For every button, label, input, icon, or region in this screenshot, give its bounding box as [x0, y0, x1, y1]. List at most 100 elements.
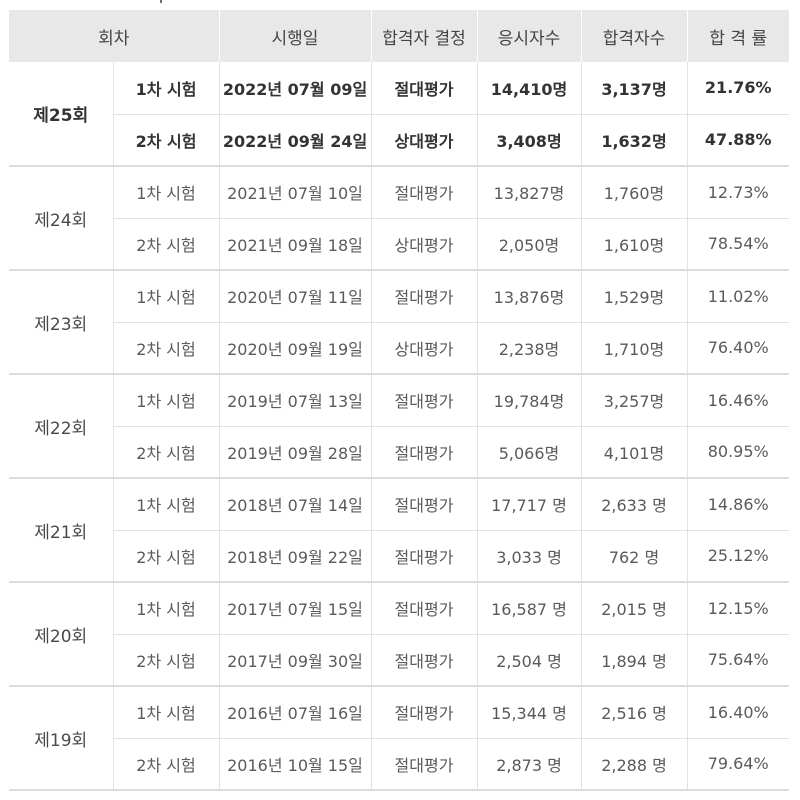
table-row: 2차 시험 2022년 09월 24일 상대평가 3,408명 1,632명 47.88%: [9, 114, 789, 167]
decision-cell: 절대평가: [370, 582, 477, 635]
date-cell: 2017년 09월 30일: [218, 634, 371, 687]
exam-cell: 2차 시험: [112, 530, 219, 583]
table-row: 제24회 1차 시험 2021년 07월 10일 절대평가 13,827명 1,760명 1…: [9, 166, 789, 271]
header-decision: 합격자 결정: [370, 10, 477, 62]
date-cell: 2016년 10월 15일: [218, 738, 371, 791]
decision-cell: 절대평가: [370, 478, 477, 531]
decision-cell: 절대평가: [370, 374, 477, 427]
applicants-cell: 3,033 명: [476, 530, 581, 583]
header-round: 회차: [9, 10, 219, 62]
exam-cell: 2차 시험: [112, 634, 219, 687]
table-row: 제19회 1차 시험 2016년 07월 16일 절대평가 15,344 명 2,516 …: [9, 686, 789, 791]
header-pass-rate: 합 격 률: [686, 10, 789, 62]
exam-cell: 2차 시험: [112, 738, 219, 791]
passers-cell: 2,288 명: [580, 738, 687, 791]
applicants-cell: 2,050명: [476, 218, 581, 271]
table-row: 제23회 1차 시험 2020년 07월 11일 절대평가 13,876명 1,529명 1…: [9, 270, 789, 375]
applicants-cell: 5,066명: [476, 426, 581, 479]
passers-cell: 2,633 명: [580, 478, 687, 531]
date-cell: 2021년 09월 18일: [218, 218, 371, 271]
date-cell: 2020년 07월 11일: [218, 270, 371, 323]
header-date: 시행일: [218, 10, 371, 62]
exam-cell: 1차 시험: [112, 270, 219, 323]
pass-rate-cell: 14.86%: [686, 478, 789, 531]
decision-cell: 상대평가: [370, 114, 477, 167]
decision-cell: 절대평가: [370, 62, 477, 115]
pass-rate-cell: 16.46%: [686, 374, 789, 427]
table-row: 2차 시험 2017년 09월 30일 절대평가 2,504 명 1,894 명 75.6…: [9, 634, 789, 687]
date-cell: 2018년 07월 14일: [218, 478, 371, 531]
passers-cell: 2,516 명: [580, 686, 687, 739]
table-row: 2차 시험 2019년 09월 28일 절대평가 5,066명 4,101명 80.95%: [9, 426, 789, 479]
decision-cell: 절대평가: [370, 634, 477, 687]
round-cell: 제21회: [9, 478, 113, 583]
decision-cell: 상대평가: [370, 322, 477, 375]
table-row: 2차 시험 2018년 09월 22일 절대평가 3,033 명 762 명 25.12%: [9, 530, 789, 583]
pass-rate-cell: 80.95%: [686, 426, 789, 479]
exam-cell: 1차 시험: [112, 686, 219, 739]
applicants-cell: 19,784명: [476, 374, 581, 427]
passers-cell: 1,632명: [580, 114, 687, 167]
round-cell: 제19회: [9, 686, 113, 791]
pass-rate-cell: 16.40%: [686, 686, 789, 739]
applicants-cell: 17,717 명: [476, 478, 581, 531]
exam-cell: 2차 시험: [112, 426, 219, 479]
pass-rate-cell: 76.40%: [686, 322, 789, 375]
applicants-cell: 2,873 명: [476, 738, 581, 791]
applicants-cell: 3,408명: [476, 114, 581, 167]
round-cell: 제22회: [9, 374, 113, 479]
exam-cell: 1차 시험: [112, 374, 219, 427]
table-header: 회차 시행일 합격자 결정 응시자수 합격자수 합 격 률: [9, 10, 789, 62]
pass-rate-cell: 12.73%: [686, 166, 789, 219]
exam-cell: 1차 시험: [112, 62, 219, 115]
decision-cell: 절대평가: [370, 530, 477, 583]
date-cell: 2020년 09월 19일: [218, 322, 371, 375]
exam-cell: 1차 시험: [112, 166, 219, 219]
applicants-cell: 2,504 명: [476, 634, 581, 687]
applicants-cell: 13,876명: [476, 270, 581, 323]
round-cell: 제23회: [9, 270, 113, 375]
passers-cell: 1,610명: [580, 218, 687, 271]
decision-cell: 절대평가: [370, 166, 477, 219]
exam-cell: 1차 시험: [112, 582, 219, 635]
passers-cell: 762 명: [580, 530, 687, 583]
passers-cell: 1,529명: [580, 270, 687, 323]
applicants-cell: 2,238명: [476, 322, 581, 375]
decision-cell: 절대평가: [370, 270, 477, 323]
table-row: 제21회 1차 시험 2018년 07월 14일 절대평가 17,717 명 2,633 …: [9, 478, 789, 583]
date-cell: 2021년 07월 10일: [218, 166, 371, 219]
date-cell: 2019년 09월 28일: [218, 426, 371, 479]
date-cell: 2017년 07월 15일: [218, 582, 371, 635]
applicants-cell: 16,587 명: [476, 582, 581, 635]
passers-cell: 2,015 명: [580, 582, 687, 635]
date-cell: 2022년 09월 24일: [218, 114, 371, 167]
applicants-cell: 13,827명: [476, 166, 581, 219]
table-row: 2차 시험 2016년 10월 15일 절대평가 2,873 명 2,288 명 79.6…: [9, 738, 789, 791]
applicants-cell: 14,410명: [476, 62, 581, 115]
date-cell: 2019년 07월 13일: [218, 374, 371, 427]
passers-cell: 1,710명: [580, 322, 687, 375]
round-cell: 제25회: [9, 62, 113, 167]
pass-rate-cell: 21.76%: [686, 62, 789, 115]
passers-cell: 1,894 명: [580, 634, 687, 687]
header-applicants: 응시자수: [476, 10, 581, 62]
top-strip: [0, 0, 800, 10]
passers-cell: 3,137명: [580, 62, 687, 115]
table-row: 제22회 1차 시험 2019년 07월 13일 절대평가 19,784명 3,257명 1…: [9, 374, 789, 479]
date-cell: 2016년 07월 16일: [218, 686, 371, 739]
exam-results-table: 회차 시행일 합격자 결정 응시자수 합격자수 합 격 률 제25회 1차 시험 2…: [9, 10, 789, 791]
table-row: 2차 시험 2021년 09월 18일 상대평가 2,050명 1,610명 78.54%: [9, 218, 789, 271]
table-row: 제25회 1차 시험 2022년 07월 09일 절대평가 14,410명 3,137명 2…: [9, 62, 789, 167]
decision-cell: 상대평가: [370, 218, 477, 271]
exam-cell: 2차 시험: [112, 218, 219, 271]
table-row: 2차 시험 2020년 09월 19일 상대평가 2,238명 1,710명 76.40%: [9, 322, 789, 375]
passers-cell: 1,760명: [580, 166, 687, 219]
date-cell: 2022년 07월 09일: [218, 62, 371, 115]
decision-cell: 절대평가: [370, 426, 477, 479]
round-cell: 제20회: [9, 582, 113, 687]
applicants-cell: 15,344 명: [476, 686, 581, 739]
table-body: 제25회 1차 시험 2022년 07월 09일 절대평가 14,410명 3,137명 2…: [9, 62, 789, 791]
exam-cell: 1차 시험: [112, 478, 219, 531]
pass-rate-cell: 47.88%: [686, 114, 789, 167]
